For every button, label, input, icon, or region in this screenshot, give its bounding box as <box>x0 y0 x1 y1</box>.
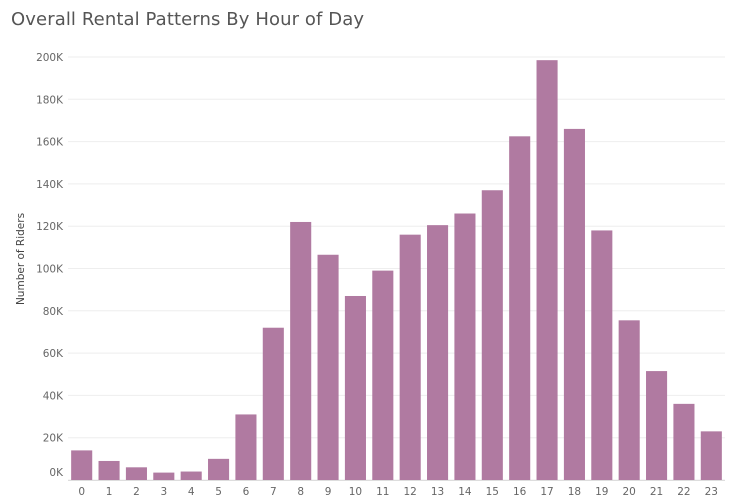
x-tick-label: 20 <box>623 486 636 498</box>
x-tick-label: 12 <box>404 486 417 498</box>
x-tick-label: 9 <box>325 486 332 498</box>
bar-hour-16[interactable] <box>509 136 531 480</box>
bar-hour-6[interactable] <box>235 414 257 480</box>
bar-hour-13[interactable] <box>427 225 449 480</box>
y-tick-label: 60K <box>43 348 64 360</box>
x-tick-label: 10 <box>349 486 362 498</box>
y-tick-label: 20K <box>43 433 64 445</box>
bars <box>71 60 722 481</box>
y-tick-label: 180K <box>36 94 64 106</box>
gridlines <box>68 56 725 481</box>
x-tick-label: 21 <box>650 486 663 498</box>
bar-hour-8[interactable] <box>290 221 312 480</box>
y-tick-label: 200K <box>36 52 64 64</box>
bar-hour-10[interactable] <box>344 295 366 480</box>
y-axis-label: Number of Riders <box>15 213 27 305</box>
x-tick-label: 18 <box>568 486 581 498</box>
x-tick-label: 0 <box>78 486 85 498</box>
x-tick-label: 6 <box>243 486 250 498</box>
bar-hour-14[interactable] <box>454 213 476 480</box>
y-tick-label: 40K <box>43 390 64 402</box>
bar-hour-12[interactable] <box>399 234 421 480</box>
x-tick-label: 3 <box>160 486 167 498</box>
bar-hour-15[interactable] <box>481 190 503 480</box>
bar-hour-23[interactable] <box>700 431 722 480</box>
bar-hour-2[interactable] <box>125 467 147 480</box>
x-tick-label: 13 <box>431 486 444 498</box>
y-tick-label: 0K <box>49 467 64 479</box>
y-tick-label: 140K <box>36 179 64 191</box>
bar-hour-5[interactable] <box>208 458 230 480</box>
bar-hour-22[interactable] <box>673 403 695 480</box>
x-tick-label: 19 <box>595 486 608 498</box>
bar-hour-3[interactable] <box>153 472 175 480</box>
y-tick-label: 100K <box>36 264 64 276</box>
x-tick-label: 22 <box>677 486 690 498</box>
x-tick-label: 17 <box>540 486 553 498</box>
bar-hour-7[interactable] <box>262 327 284 480</box>
bar-hour-1[interactable] <box>98 460 120 480</box>
chart-title: Overall Rental Patterns By Hour of Day <box>11 9 365 30</box>
x-tick-label: 15 <box>486 486 499 498</box>
y-tick-label: 120K <box>36 221 64 233</box>
y-axis-ticks: 0K 20K 40K 60K 80K 100K 120K 140K 160K 180K 200K <box>36 52 64 479</box>
bar-hour-21[interactable] <box>646 371 668 480</box>
bar-hour-20[interactable] <box>618 320 640 480</box>
x-tick-label: 23 <box>705 486 718 498</box>
bar-hour-9[interactable] <box>317 254 339 480</box>
x-tick-label: 1 <box>106 486 113 498</box>
x-tick-label: 16 <box>513 486 527 498</box>
bar-hour-19[interactable] <box>591 230 613 480</box>
x-tick-label: 14 <box>458 486 472 498</box>
x-tick-label: 7 <box>270 486 277 498</box>
x-axis-ticks: 0 1 2 3 4 5 6 7 8 9 10 11 12 13 14 15 16 17 18 19 20 21 22 23 <box>78 486 718 498</box>
bar-hour-4[interactable] <box>180 471 202 480</box>
x-tick-label: 11 <box>376 486 389 498</box>
y-tick-label: 80K <box>43 306 64 318</box>
x-tick-label: 2 <box>133 486 140 498</box>
bar-hour-17[interactable] <box>536 60 558 481</box>
bar-hour-18[interactable] <box>563 128 585 480</box>
x-tick-label: 4 <box>188 486 195 498</box>
x-tick-label: 5 <box>215 486 222 498</box>
y-tick-label: 160K <box>36 137 64 149</box>
x-tick-label: 8 <box>297 486 304 498</box>
bar-hour-0[interactable] <box>71 450 93 480</box>
bar-hour-11[interactable] <box>372 270 394 480</box>
